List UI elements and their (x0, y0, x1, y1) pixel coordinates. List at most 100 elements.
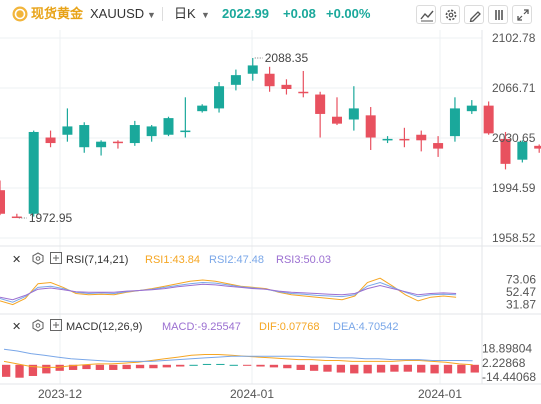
candle-body (298, 91, 309, 94)
rsi-axis-label: 52.47 (506, 285, 536, 299)
price-axis-label: 1958.52 (492, 231, 536, 245)
macd-histogram-bar (403, 364, 412, 372)
candle-body (247, 65, 258, 74)
instrument-symbol[interactable]: XAUUSD (90, 6, 145, 21)
instrument-name[interactable]: 现货黄金 (31, 6, 84, 21)
candle-body (433, 143, 444, 149)
fullscreen-button[interactable] (512, 5, 532, 24)
candle (45, 130, 56, 148)
draw-line-button[interactable] (416, 5, 436, 24)
macd-histogram-bar (15, 364, 24, 378)
candle (129, 120, 140, 146)
candle (298, 70, 309, 98)
candle (180, 97, 191, 138)
macd-histogram-bar (457, 364, 466, 374)
macd-histogram-bar (376, 364, 386, 373)
candle (332, 97, 342, 126)
settings-button[interactable] (440, 5, 460, 24)
macd-histogram-bar (216, 363, 225, 365)
candle (382, 136, 393, 144)
macd-axis-label: 18.89804 (482, 342, 532, 356)
macd-histogram-bar (109, 364, 118, 370)
macd-histogram-bar (390, 364, 399, 372)
columns-button[interactable] (488, 5, 508, 24)
candle (79, 122, 90, 153)
macd-toggle-icon[interactable] (50, 319, 62, 335)
candle (197, 104, 208, 113)
candle (348, 86, 359, 131)
rsi-toggle-icon[interactable] (50, 252, 62, 268)
candle-body (517, 141, 528, 160)
candle (247, 58, 258, 81)
macd-histogram-bar (122, 364, 131, 370)
macd-settings-icon[interactable] (32, 319, 44, 336)
macd-close-icon[interactable]: ✕ (12, 321, 22, 333)
candle-body (214, 86, 225, 109)
candle-body (281, 84, 292, 89)
rsi-line-rsi2 (0, 281, 457, 303)
candle-body (96, 141, 107, 148)
macd-histogram-bar (135, 364, 145, 369)
macd-histogram-bar (470, 364, 479, 373)
fullscreen-icon (517, 9, 529, 21)
candle-body (62, 126, 73, 135)
candle (11, 213, 22, 219)
rsi-settings-icon[interactable] (32, 252, 44, 269)
chart-header: 现货黄金 XAUUSD ▼ 日K ▼ 2022.99 +0.08 +0.00% (0, 0, 541, 28)
candle (315, 91, 326, 138)
candle (449, 97, 460, 142)
candle-body (163, 118, 174, 135)
macd-histogram-bar (296, 364, 305, 370)
rsi-name: RSI(7,14,21) (66, 254, 129, 266)
macd-histogram-bar (28, 364, 38, 376)
time-axis-label: 2023-12 (38, 387, 82, 401)
symbol-dropdown-icon[interactable]: ▼ (147, 10, 156, 20)
price-axis-label: 2102.78 (492, 31, 536, 45)
macd-histogram-bar (189, 364, 198, 366)
candle (466, 100, 477, 114)
macd-name: MACD(12,26,9) (66, 321, 143, 333)
candle-body (264, 73, 275, 87)
candle-body (0, 190, 5, 214)
candle-body (28, 131, 39, 214)
candle-body (230, 75, 241, 85)
candle-body (483, 105, 494, 134)
candle-body (45, 137, 56, 144)
macd-axis-label: -14.44068 (482, 370, 536, 384)
rsi-line-rsi1 (0, 277, 457, 306)
candle (517, 140, 528, 163)
candle-body (399, 138, 410, 141)
time-axis-label: 2024-01 (230, 387, 274, 401)
macd-histogram-bar (430, 364, 439, 374)
price-axis-label: 2066.71 (492, 81, 536, 95)
macd-histogram-bar (269, 364, 279, 368)
candle (163, 116, 174, 137)
candle-body (332, 116, 342, 124)
candle-body (180, 130, 191, 133)
price-axis-label: 1994.59 (492, 181, 536, 195)
macd-histogram-bar (149, 364, 158, 369)
candle (62, 108, 73, 142)
macd-histogram-bar (309, 364, 319, 371)
candle (146, 125, 157, 142)
candle-body (79, 125, 90, 148)
rsi-axis-label: 73.06 (506, 272, 536, 286)
rsi2-value: RSI2:47.48 (209, 254, 265, 266)
candle-body (382, 138, 393, 141)
pen-icon (469, 11, 481, 22)
rsi-close-icon[interactable]: ✕ (12, 254, 22, 266)
candle-body (466, 105, 477, 112)
gold-logo-icon (12, 6, 28, 22)
macd-histogram-bar (95, 364, 105, 370)
macd-histogram-bar (202, 363, 212, 365)
candle-body (129, 125, 140, 144)
macd-histogram-bar (82, 364, 91, 370)
macd-histogram-bar (68, 364, 78, 370)
period-dropdown-icon[interactable]: ▼ (201, 10, 210, 20)
draw-line-icon (420, 10, 434, 22)
candle (483, 101, 494, 135)
draw-tool-button[interactable] (464, 5, 484, 24)
macd-histogram-bar (2, 364, 11, 377)
period-selector[interactable]: 日K (174, 6, 196, 21)
